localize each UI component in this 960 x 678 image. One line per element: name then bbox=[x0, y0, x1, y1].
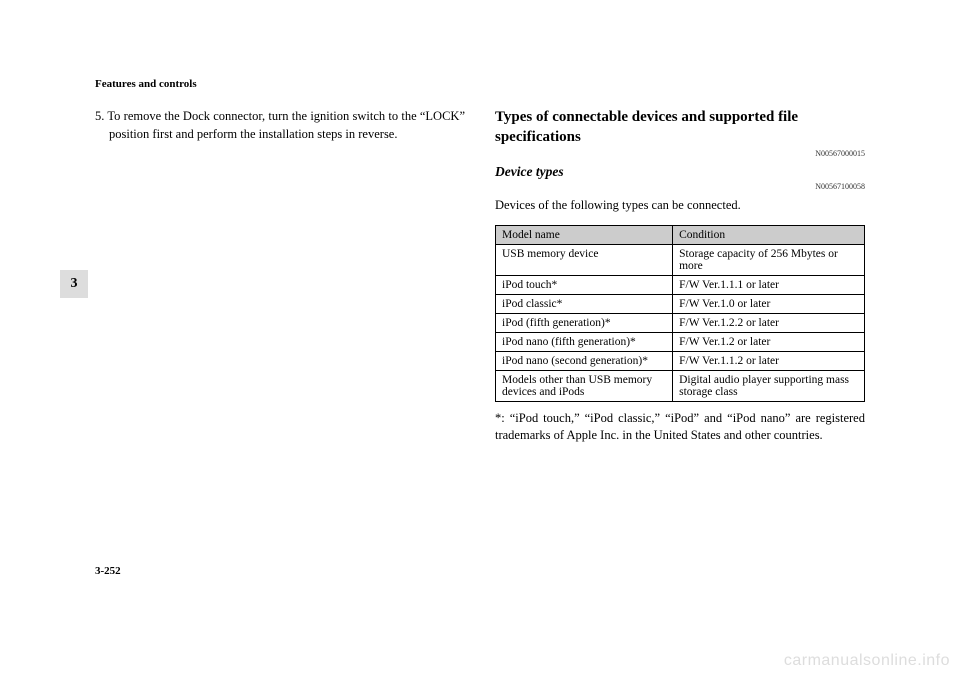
table-row: iPod nano (fifth generation)* F/W Ver.1.… bbox=[496, 332, 865, 351]
table-cell-condition: F/W Ver.1.0 or later bbox=[673, 294, 865, 313]
watermark: carmanualsonline.info bbox=[784, 652, 950, 670]
table-header-model: Model name bbox=[496, 225, 673, 244]
table-header-condition: Condition bbox=[673, 225, 865, 244]
step-5-text: 5. To remove the Dock connector, turn th… bbox=[95, 108, 465, 143]
page-content: Features and controls 5. To remove the D… bbox=[95, 78, 865, 445]
table-row: Models other than USB memory devices and… bbox=[496, 370, 865, 401]
table-cell-condition: F/W Ver.1.2 or later bbox=[673, 332, 865, 351]
section-heading: Types of connectable devices and support… bbox=[495, 108, 865, 147]
two-columns: 5. To remove the Dock connector, turn th… bbox=[95, 108, 865, 445]
page-header: Features and controls bbox=[95, 78, 865, 90]
section-tab: 3 bbox=[60, 270, 88, 298]
table-cell-model: USB memory device bbox=[496, 244, 673, 275]
device-table: Model name Condition USB memory device S… bbox=[495, 225, 865, 402]
table-cell-condition: Storage capacity of 256 Mbytes or more bbox=[673, 244, 865, 275]
table-row: iPod (fifth generation)* F/W Ver.1.2.2 o… bbox=[496, 313, 865, 332]
table-header-row: Model name Condition bbox=[496, 225, 865, 244]
table-row: USB memory device Storage capacity of 25… bbox=[496, 244, 865, 275]
sub-ref-code: N00567100058 bbox=[495, 182, 865, 191]
table-cell-model: iPod (fifth generation)* bbox=[496, 313, 673, 332]
table-cell-model: iPod touch* bbox=[496, 275, 673, 294]
subsection-heading: Device types bbox=[495, 164, 865, 180]
table-cell-model: iPod classic* bbox=[496, 294, 673, 313]
table-row: iPod touch* F/W Ver.1.1.1 or later bbox=[496, 275, 865, 294]
intro-text: Devices of the following types can be co… bbox=[495, 197, 865, 215]
page-number: 3-252 bbox=[95, 565, 121, 577]
table-cell-model: Models other than USB memory devices and… bbox=[496, 370, 673, 401]
table-cell-model: iPod nano (fifth generation)* bbox=[496, 332, 673, 351]
table-row: iPod classic* F/W Ver.1.0 or later bbox=[496, 294, 865, 313]
table-row: iPod nano (second generation)* F/W Ver.1… bbox=[496, 351, 865, 370]
table-cell-condition: F/W Ver.1.1.2 or later bbox=[673, 351, 865, 370]
heading-ref-code: N00567000015 bbox=[495, 149, 865, 158]
table-cell-condition: Digital audio player supporting mass sto… bbox=[673, 370, 865, 401]
table-cell-condition: F/W Ver.1.2.2 or later bbox=[673, 313, 865, 332]
left-column: 5. To remove the Dock connector, turn th… bbox=[95, 108, 465, 445]
table-cell-condition: F/W Ver.1.1.1 or later bbox=[673, 275, 865, 294]
table-cell-model: iPod nano (second generation)* bbox=[496, 351, 673, 370]
right-column: Types of connectable devices and support… bbox=[495, 108, 865, 445]
footnote-text: *: “iPod touch,” “iPod classic,” “iPod” … bbox=[495, 410, 865, 445]
